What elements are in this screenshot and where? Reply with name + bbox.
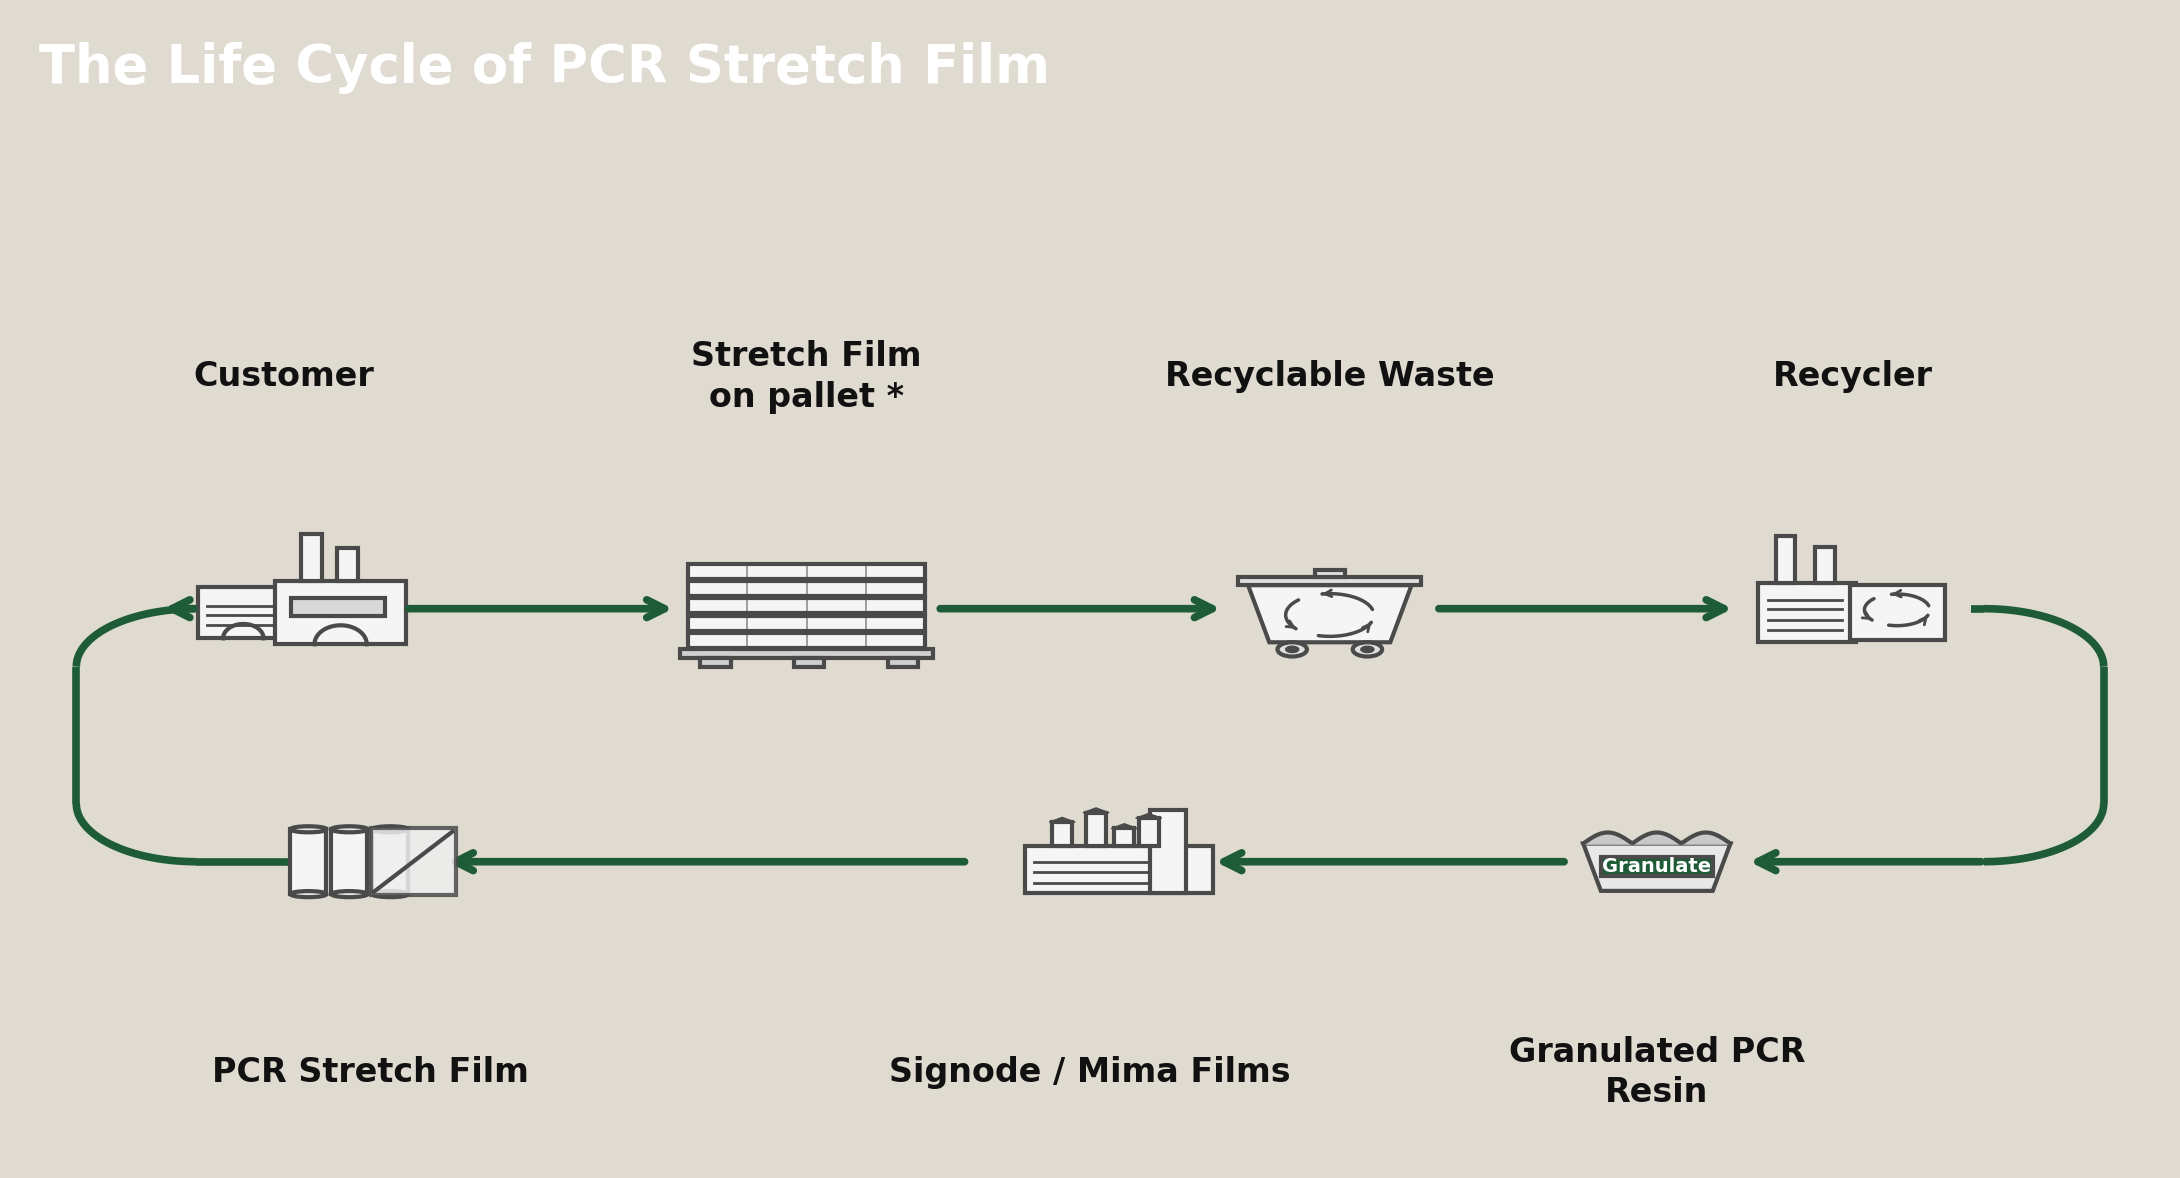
Bar (336, 548, 358, 581)
Bar (1816, 548, 1836, 583)
Bar (689, 616, 924, 630)
Ellipse shape (373, 826, 408, 833)
Bar (1151, 810, 1186, 893)
Bar (689, 581, 924, 596)
Polygon shape (1247, 585, 1413, 642)
Polygon shape (1083, 808, 1110, 813)
Text: Recycler: Recycler (1772, 360, 1934, 393)
Bar (689, 564, 924, 578)
Circle shape (1352, 642, 1382, 656)
Bar (1600, 856, 1713, 876)
Bar (1114, 828, 1134, 846)
Bar (1025, 846, 1212, 893)
Bar (1849, 585, 1945, 641)
Bar (1777, 536, 1796, 583)
Polygon shape (1136, 814, 1162, 819)
Ellipse shape (373, 891, 408, 898)
Text: Customer: Customer (194, 360, 373, 393)
Text: Granulate: Granulate (1602, 856, 1711, 876)
Polygon shape (1049, 818, 1075, 822)
Bar (1315, 570, 1345, 577)
Bar (689, 598, 924, 614)
Text: The Life Cycle of PCR Stretch Film: The Life Cycle of PCR Stretch Film (39, 42, 1051, 94)
Polygon shape (371, 828, 456, 895)
Bar (794, 659, 824, 667)
Bar (290, 598, 386, 616)
Bar (198, 587, 288, 638)
Bar (1238, 577, 1421, 585)
Text: Signode / Mima Films: Signode / Mima Films (889, 1055, 1291, 1090)
Bar (887, 659, 918, 667)
Ellipse shape (290, 826, 327, 833)
Text: Recyclable Waste: Recyclable Waste (1164, 360, 1495, 393)
Bar (680, 649, 933, 659)
Polygon shape (1583, 843, 1731, 891)
Bar (373, 829, 408, 894)
Polygon shape (1112, 823, 1138, 828)
Bar (275, 581, 405, 644)
Ellipse shape (331, 826, 368, 833)
Ellipse shape (290, 891, 327, 898)
Circle shape (1286, 647, 1299, 653)
Text: Granulated PCR
Resin: Granulated PCR Resin (1509, 1035, 1805, 1110)
Bar (700, 659, 730, 667)
Bar (290, 829, 327, 894)
Bar (1759, 583, 1857, 642)
Bar (1053, 822, 1073, 846)
Bar (689, 633, 924, 648)
Circle shape (1277, 642, 1306, 656)
Bar (301, 534, 323, 581)
Text: Stretch Film
on pallet *: Stretch Film on pallet * (691, 339, 922, 413)
Ellipse shape (331, 891, 368, 898)
Bar (1138, 819, 1158, 846)
Circle shape (1360, 647, 1373, 653)
Bar (1086, 813, 1105, 846)
Text: PCR Stretch Film: PCR Stretch Film (211, 1055, 530, 1090)
Bar (331, 829, 366, 894)
